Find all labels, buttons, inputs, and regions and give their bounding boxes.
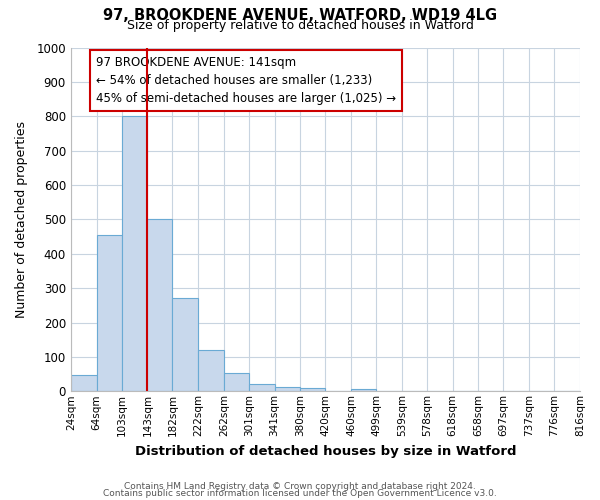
Bar [71, 375, 97, 392]
Y-axis label: Number of detached properties: Number of detached properties [15, 121, 28, 318]
Bar [249, 384, 275, 392]
Bar [97, 235, 122, 392]
X-axis label: Distribution of detached houses by size in Watford: Distribution of detached houses by size … [134, 444, 516, 458]
Bar [148, 220, 172, 392]
Bar [351, 388, 376, 392]
Bar [122, 116, 148, 392]
Bar [172, 298, 198, 392]
Text: 97, BROOKDENE AVENUE, WATFORD, WD19 4LG: 97, BROOKDENE AVENUE, WATFORD, WD19 4LG [103, 8, 497, 22]
Bar [198, 350, 224, 392]
Text: Size of property relative to detached houses in Watford: Size of property relative to detached ho… [127, 18, 473, 32]
Text: 97 BROOKDENE AVENUE: 141sqm
← 54% of detached houses are smaller (1,233)
45% of : 97 BROOKDENE AVENUE: 141sqm ← 54% of det… [96, 56, 397, 105]
Text: Contains public sector information licensed under the Open Government Licence v3: Contains public sector information licen… [103, 490, 497, 498]
Bar [275, 387, 299, 392]
Bar [299, 388, 325, 392]
Text: Contains HM Land Registry data © Crown copyright and database right 2024.: Contains HM Land Registry data © Crown c… [124, 482, 476, 491]
Bar [224, 374, 249, 392]
